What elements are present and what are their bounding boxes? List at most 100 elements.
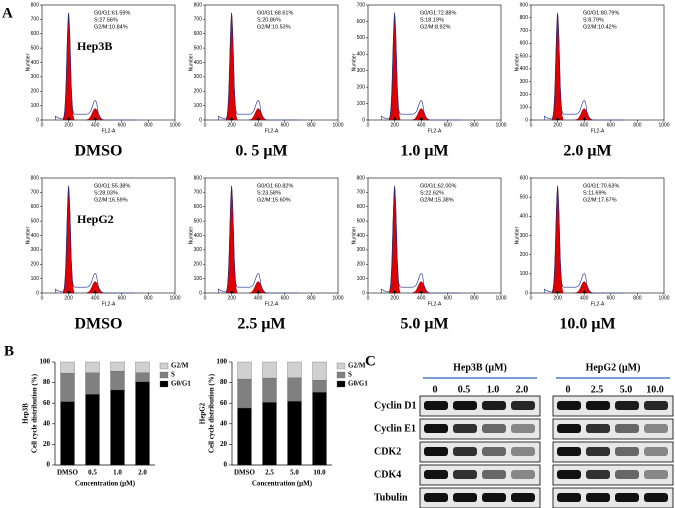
bar-segment xyxy=(85,394,100,466)
band xyxy=(644,447,668,456)
x-tick-label: 200 xyxy=(390,295,399,301)
y-tick-label: 700 xyxy=(31,190,40,196)
panel-label: C xyxy=(365,353,376,369)
stats-text: G2/M:10.84% xyxy=(94,24,128,30)
y-tick-label: 500 xyxy=(520,53,529,59)
legend-swatch xyxy=(336,380,346,388)
x-tick-label: 2.0 xyxy=(138,469,147,477)
band xyxy=(615,424,639,433)
x-tick-label: 800 xyxy=(144,122,153,128)
x-tick-label: 1000 xyxy=(495,295,506,301)
y-tick-label: 200 xyxy=(31,262,40,268)
y-tick-label: 100 xyxy=(357,276,366,282)
y-tick-label: 800 xyxy=(31,2,40,8)
stats-text: S:8.79% xyxy=(583,17,604,23)
y-tick-label: 200 xyxy=(357,84,366,90)
stats-text: G2/M:15.60% xyxy=(257,197,291,203)
blot-box xyxy=(419,418,541,440)
panel-label: A xyxy=(2,5,13,21)
bar-segment xyxy=(287,377,302,402)
legend-label: S xyxy=(348,371,352,379)
condition-label: 0. 5 μM xyxy=(235,143,287,160)
band xyxy=(644,401,668,410)
dose-label: 0 xyxy=(433,384,438,395)
x-axis-label: Concentration (μM) xyxy=(75,480,136,488)
x-tick-label: 400 xyxy=(417,122,426,128)
y-tick-label: 700 xyxy=(357,2,366,8)
y-axis-label: Number xyxy=(188,53,194,71)
dose-label: 0 xyxy=(566,384,571,395)
blot-box xyxy=(552,487,674,508)
y-tick-label: 0 xyxy=(525,117,528,123)
dose-label: 2.0 xyxy=(516,384,529,395)
band xyxy=(644,424,668,433)
legend-label: G0/G1 xyxy=(348,380,368,388)
stats-text: G0/G1:72.88% xyxy=(420,10,456,16)
histogram-outline xyxy=(381,185,462,294)
blot-box xyxy=(552,418,674,440)
x-tick-label: 0 xyxy=(41,295,44,301)
y-tick-label: 100 xyxy=(217,358,228,366)
y-tick-label: 300 xyxy=(520,79,529,85)
y-tick-label: 100 xyxy=(194,103,203,109)
x-tick-label: 1000 xyxy=(169,122,180,128)
blot-box xyxy=(552,395,674,417)
gate-marker xyxy=(555,290,560,293)
stats-text: S:28.03% xyxy=(94,190,118,196)
y-tick-label: 700 xyxy=(31,17,40,23)
gate-marker xyxy=(582,290,587,293)
y-tick-label: 500 xyxy=(520,194,529,200)
x-tick-label: 0 xyxy=(41,122,44,128)
band xyxy=(453,447,477,456)
y-tick-label: 80 xyxy=(220,378,228,386)
y-tick-label: 40 xyxy=(220,419,228,427)
x-tick-label: 600 xyxy=(118,122,127,128)
stats-text: G0/G1:68.61% xyxy=(257,10,293,16)
bar-segment xyxy=(85,361,100,373)
y-tick-label: 0 xyxy=(362,290,365,296)
x-tick-label: 5.0 xyxy=(290,469,299,477)
x-tick-label: 0 xyxy=(367,122,370,128)
condition-label: 2.5 μM xyxy=(237,316,285,333)
x-axis-label: FL2-A xyxy=(265,301,279,307)
condition-label: DMSO xyxy=(75,143,123,160)
stats-text: G0/G1:62.00% xyxy=(420,183,456,189)
band xyxy=(424,470,448,479)
blot-box xyxy=(552,441,674,463)
cell-label: Hep3B xyxy=(22,403,30,424)
x-axis-label: FL2-A xyxy=(102,128,116,134)
dose-label: 1.0 xyxy=(487,384,500,395)
gate-marker xyxy=(392,117,397,120)
y-axis-label: Number xyxy=(351,226,357,244)
bar-segment xyxy=(135,372,150,382)
x-tick-label: 0 xyxy=(530,295,533,301)
y-tick-label: 700 xyxy=(520,28,529,34)
x-tick-label: 1000 xyxy=(495,122,506,128)
stats-text: G0/G1:70.63% xyxy=(583,183,619,189)
band xyxy=(453,493,477,502)
x-tick-label: DMSO xyxy=(234,469,256,477)
band xyxy=(424,493,448,502)
bar-segment xyxy=(110,361,125,372)
stats-text: G0/G1:80.79% xyxy=(583,10,619,16)
y-tick-label: 700 xyxy=(357,190,366,196)
legend-label: G2/M xyxy=(171,362,189,370)
y-tick-label: 200 xyxy=(31,89,40,95)
y-tick-label: 200 xyxy=(194,262,203,268)
protein-label: CDK4 xyxy=(374,469,401,480)
cell-label: HepG2 xyxy=(77,212,114,226)
x-tick-label: 400 xyxy=(417,295,426,301)
y-tick-label: 500 xyxy=(194,45,203,51)
x-tick-label: 800 xyxy=(307,122,316,128)
x-tick-label: 1000 xyxy=(332,122,343,128)
protein-label: Cyclin D1 xyxy=(374,400,417,411)
histogram-outline xyxy=(218,185,299,294)
y-tick-label: 0 xyxy=(224,461,228,469)
band xyxy=(453,424,477,433)
y-axis-label: Number xyxy=(25,226,31,244)
stats-text: G0/G1:55.38% xyxy=(94,183,130,189)
y-axis-label: Cell cycle distribution (%) xyxy=(208,373,216,453)
x-tick-label: 800 xyxy=(470,122,479,128)
y-tick-label: 200 xyxy=(194,89,203,95)
